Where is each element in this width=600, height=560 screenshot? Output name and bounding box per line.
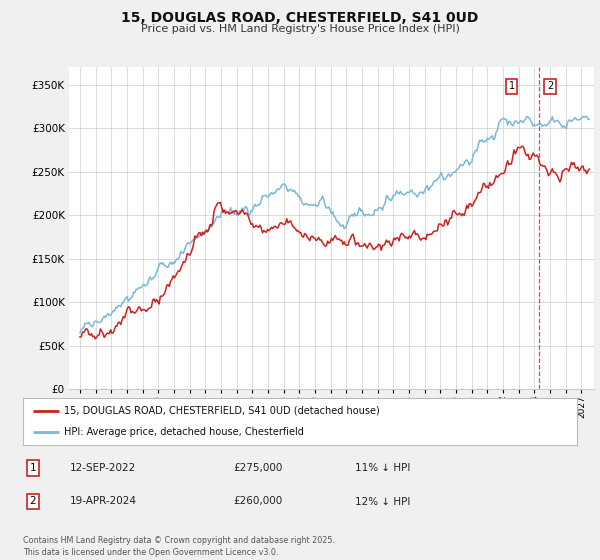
Text: 15, DOUGLAS ROAD, CHESTERFIELD, S41 0UD (detached house): 15, DOUGLAS ROAD, CHESTERFIELD, S41 0UD … <box>64 406 380 416</box>
Text: Price paid vs. HM Land Registry's House Price Index (HPI): Price paid vs. HM Land Registry's House … <box>140 24 460 34</box>
Text: 15, DOUGLAS ROAD, CHESTERFIELD, S41 0UD: 15, DOUGLAS ROAD, CHESTERFIELD, S41 0UD <box>121 11 479 25</box>
Text: £260,000: £260,000 <box>233 497 283 506</box>
Text: Contains HM Land Registry data © Crown copyright and database right 2025.
This d: Contains HM Land Registry data © Crown c… <box>23 536 335 557</box>
Text: 12% ↓ HPI: 12% ↓ HPI <box>355 497 411 506</box>
Text: 1: 1 <box>29 463 36 473</box>
Text: 12-SEP-2022: 12-SEP-2022 <box>70 463 136 473</box>
Text: 19-APR-2024: 19-APR-2024 <box>70 497 137 506</box>
Text: 11% ↓ HPI: 11% ↓ HPI <box>355 463 411 473</box>
Text: 1: 1 <box>509 81 515 91</box>
Text: £275,000: £275,000 <box>233 463 283 473</box>
Text: 2: 2 <box>547 81 553 91</box>
Text: HPI: Average price, detached house, Chesterfield: HPI: Average price, detached house, Ches… <box>64 427 304 437</box>
Text: 2: 2 <box>29 497 36 506</box>
